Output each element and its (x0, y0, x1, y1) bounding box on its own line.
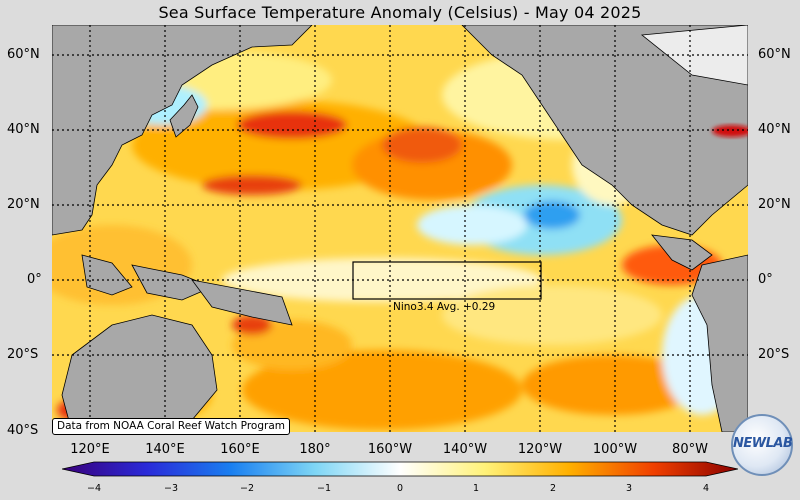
nino34-box (352, 261, 542, 300)
lon-label-80w: 80°W (672, 442, 708, 457)
lon-label-120w: 120°W (517, 442, 563, 457)
lon-label-160e: 160°E (220, 442, 260, 457)
lon-label-140e: 140°E (145, 442, 185, 457)
lon-label-100w: 100°W (592, 442, 638, 457)
colorbar-tick: −2 (239, 483, 255, 494)
lat-label-eq-right: 0° (758, 272, 773, 287)
colorbar-tick: −4 (86, 483, 102, 494)
colorbar-tick: 2 (549, 483, 557, 494)
lat-label-60n-right: 60°N (758, 47, 791, 62)
colorbar-tick: 0 (396, 483, 404, 494)
lat-label-eq-left: 0° (27, 272, 42, 287)
lon-label-140w: 140°W (442, 442, 488, 457)
colorbar-ramp (62, 461, 738, 477)
graticule (52, 25, 748, 432)
newlab-logo[interactable]: NEWLAB (731, 414, 793, 476)
lat-label-20n-left: 20°N (7, 197, 40, 212)
lon-label-120e: 120°E (70, 442, 110, 457)
lat-label-20n-right: 20°N (758, 197, 791, 212)
nino34-label: Nino3.4 Avg. +0.29 (393, 301, 496, 313)
lon-label-160w: 160°W (367, 442, 413, 457)
lat-label-20s-left: 20°S (7, 347, 39, 362)
map-svg (52, 25, 748, 432)
gulf-stream-anomaly (712, 125, 748, 137)
colorbar-tick: −1 (316, 483, 332, 494)
colorbar (62, 461, 738, 477)
sst-anomaly-map (52, 25, 748, 432)
data-credit: Data from NOAA Coral Reef Watch Program (52, 418, 290, 435)
lat-label-20s-right: 20°S (758, 347, 790, 362)
colorbar-tick: 1 (472, 483, 480, 494)
lat-label-40n-left: 40°N (7, 122, 40, 137)
lat-label-40n-right: 40°N (758, 122, 791, 137)
lon-label-180: 180° (299, 442, 331, 457)
lat-label-60n-left: 60°N (7, 47, 40, 62)
colorbar-tick: 4 (702, 483, 710, 494)
colorbar-tick: −3 (163, 483, 179, 494)
map-title: Sea Surface Temperature Anomaly (Celsius… (158, 3, 642, 22)
lat-label-40s-left: 40°S (7, 423, 39, 438)
land-masses (52, 25, 748, 432)
logo-text: NEWLAB (733, 436, 793, 451)
colorbar-tick: 3 (625, 483, 633, 494)
